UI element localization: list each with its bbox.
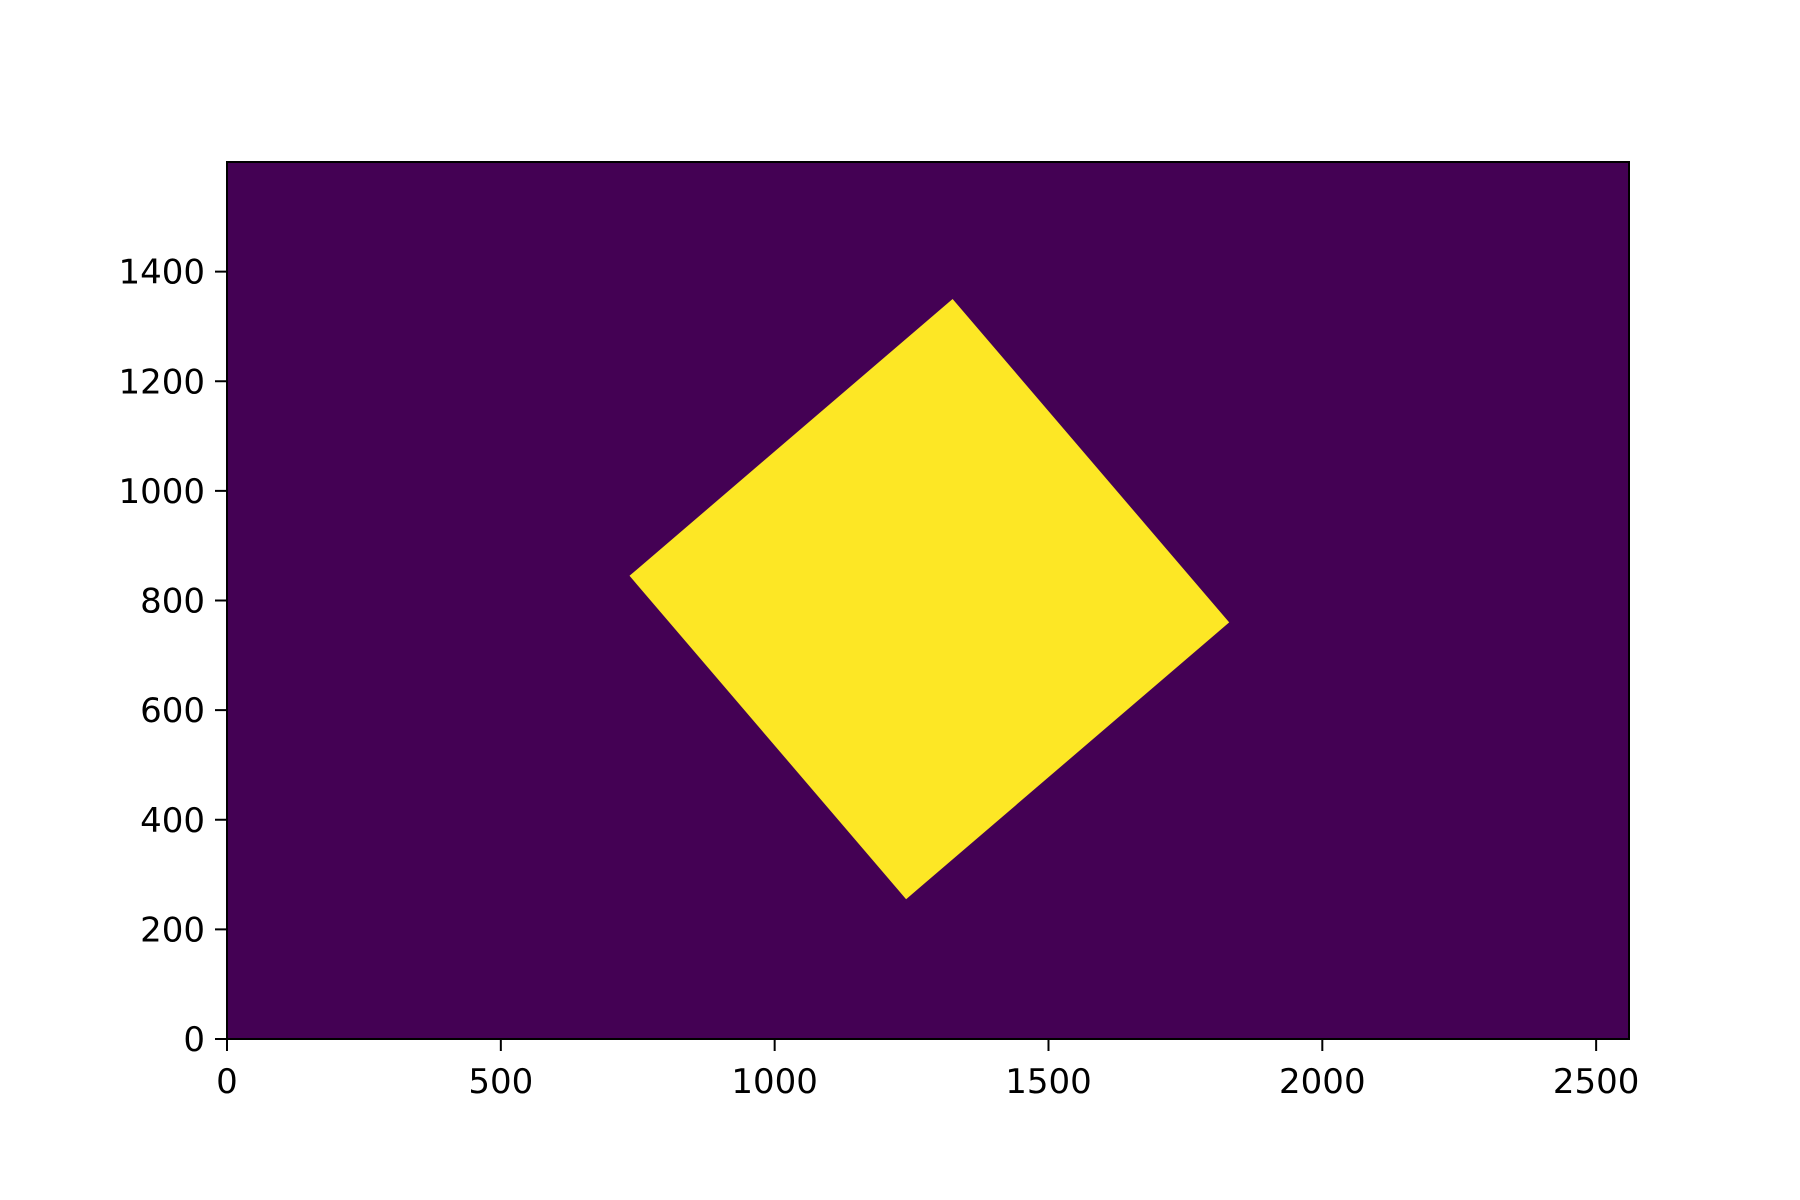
x-tick-label: 1000: [731, 1062, 818, 1102]
y-tick-label: 1000: [118, 472, 205, 512]
x-tick-label: 2000: [1279, 1062, 1366, 1102]
x-axis: 0 500 1000 1500 2000 2500: [216, 1039, 1639, 1102]
plot-area: [227, 162, 1629, 1039]
x-tick-label: 0: [216, 1062, 238, 1102]
x-tick-label: 2500: [1553, 1062, 1640, 1102]
y-axis: 0 200 400 600 800 1000 1200 1400: [118, 253, 227, 1060]
y-tick-label: 800: [140, 582, 205, 622]
y-tick-label: 1200: [118, 362, 205, 402]
y-tick-label: 1400: [118, 253, 205, 293]
y-tick-label: 0: [183, 1020, 205, 1060]
y-tick-label: 400: [140, 801, 205, 841]
y-tick-label: 200: [140, 910, 205, 950]
y-tick-label: 600: [140, 691, 205, 731]
x-tick-label: 1500: [1005, 1062, 1092, 1102]
x-tick-label: 500: [468, 1062, 533, 1102]
